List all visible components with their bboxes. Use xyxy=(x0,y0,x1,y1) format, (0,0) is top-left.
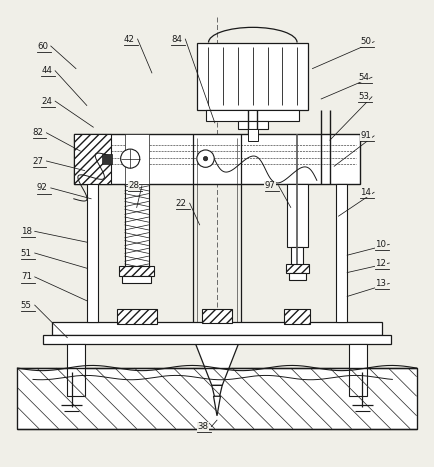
Bar xyxy=(284,310,310,324)
Bar xyxy=(119,266,154,276)
Text: 38: 38 xyxy=(197,422,208,431)
Text: 50: 50 xyxy=(360,37,371,46)
Text: 53: 53 xyxy=(358,92,369,101)
Text: 92: 92 xyxy=(37,184,48,192)
Text: 84: 84 xyxy=(171,35,182,43)
Text: 82: 82 xyxy=(33,128,43,137)
Text: 55: 55 xyxy=(21,301,32,310)
Bar xyxy=(133,134,140,283)
Text: 51: 51 xyxy=(21,248,32,257)
Bar xyxy=(52,323,382,335)
Polygon shape xyxy=(212,385,222,403)
Text: 28: 28 xyxy=(128,181,139,190)
Bar xyxy=(67,344,85,396)
Bar xyxy=(289,273,306,280)
Text: 91: 91 xyxy=(360,131,371,141)
Text: 71: 71 xyxy=(21,272,32,282)
Text: 44: 44 xyxy=(41,66,52,75)
Bar xyxy=(122,276,151,283)
Bar xyxy=(43,335,391,344)
Bar xyxy=(102,154,112,164)
Text: 42: 42 xyxy=(124,35,135,43)
Bar xyxy=(117,310,157,324)
Polygon shape xyxy=(214,396,220,416)
Bar xyxy=(206,110,299,120)
Bar xyxy=(74,134,111,184)
Circle shape xyxy=(197,150,214,167)
Bar xyxy=(238,120,268,129)
Text: 24: 24 xyxy=(41,97,52,106)
Bar xyxy=(125,184,149,266)
Text: 13: 13 xyxy=(375,279,386,288)
Bar xyxy=(247,129,258,141)
Text: 27: 27 xyxy=(33,156,43,165)
Bar xyxy=(74,134,360,184)
Bar xyxy=(17,368,417,429)
Text: 18: 18 xyxy=(21,227,32,236)
Bar xyxy=(287,184,308,247)
Circle shape xyxy=(204,156,208,161)
Text: 12: 12 xyxy=(375,259,386,268)
Bar xyxy=(286,264,309,273)
Text: 14: 14 xyxy=(360,188,371,197)
Bar xyxy=(291,247,303,266)
Text: 97: 97 xyxy=(265,181,276,190)
Bar xyxy=(202,309,232,323)
Text: 22: 22 xyxy=(176,198,187,208)
Polygon shape xyxy=(193,338,241,385)
Text: 10: 10 xyxy=(375,240,386,249)
Circle shape xyxy=(121,149,140,168)
Bar xyxy=(87,184,98,323)
Bar xyxy=(125,134,149,184)
Bar xyxy=(197,42,308,110)
Bar xyxy=(349,344,367,396)
Text: 60: 60 xyxy=(37,42,48,50)
Bar xyxy=(336,184,347,323)
Text: 54: 54 xyxy=(358,73,369,82)
